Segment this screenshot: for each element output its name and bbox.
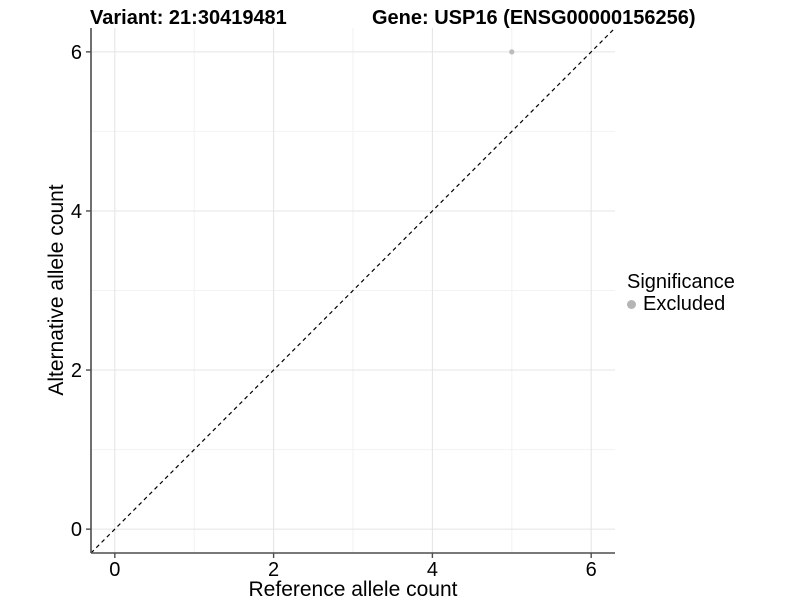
svg-text:0: 0	[109, 559, 120, 581]
gene-title: Gene: USP16 (ENSG00000156256)	[372, 7, 696, 29]
svg-text:2: 2	[268, 559, 279, 581]
svg-text:4: 4	[427, 559, 438, 581]
legend-point-icon	[627, 299, 636, 309]
legend: Significance Excluded	[627, 271, 735, 315]
svg-text:6: 6	[586, 559, 597, 581]
y-axis-title: Alternative allele count	[45, 184, 68, 396]
svg-text:0: 0	[71, 519, 82, 541]
svg-text:6: 6	[71, 42, 82, 64]
legend-title: Significance	[627, 271, 735, 293]
x-axis-title: Reference allele count	[248, 578, 458, 600]
legend-item-excluded: Excluded	[627, 293, 735, 315]
svg-text:2: 2	[71, 360, 82, 382]
legend-item-label: Excluded	[643, 293, 726, 315]
svg-text:4: 4	[71, 201, 82, 223]
variant-title: Variant: 21:30419481	[90, 7, 287, 29]
